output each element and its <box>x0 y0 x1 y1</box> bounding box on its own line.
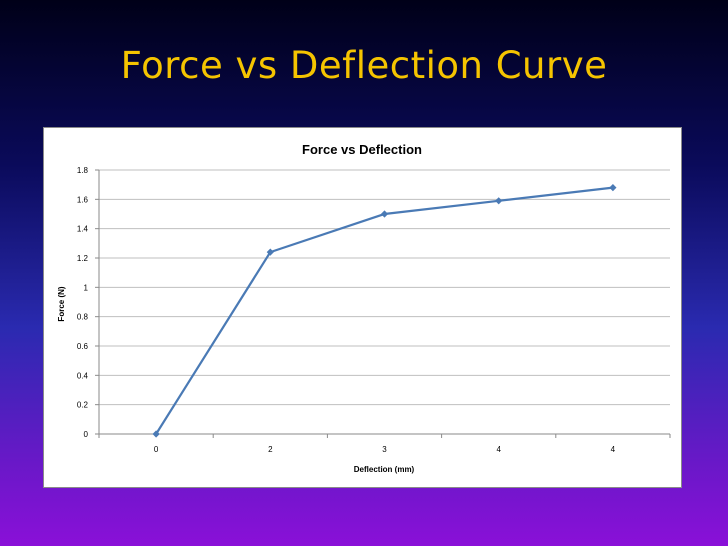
y-tick-label: 0.4 <box>77 371 89 380</box>
y-tick-label: 0.6 <box>77 342 89 351</box>
y-tick-label: 0.2 <box>77 401 89 410</box>
data-point <box>495 197 503 205</box>
y-tick-label: 1.8 <box>77 166 89 175</box>
data-point <box>609 184 617 192</box>
chart-container: Force vs Deflection 0 0.2 0.4 0.6 0.8 1 1.2 1.4… <box>43 127 682 488</box>
data-point <box>152 430 160 438</box>
y-tick-label: 1.2 <box>77 254 89 263</box>
x-tick-labels: 0 2 3 4 4 <box>154 445 616 454</box>
slide-title: Force vs Deflection Curve <box>120 44 608 87</box>
x-tick-label: 2 <box>268 445 273 454</box>
y-tick-label: 1.6 <box>77 195 89 204</box>
y-tick-label: 1.4 <box>77 225 89 234</box>
data-point <box>266 248 274 256</box>
y-tick-labels: 0 0.2 0.4 0.6 0.8 1 1.2 1.4 1.6 1.8 <box>77 166 89 439</box>
series-line <box>155 186 614 435</box>
y-tick-label: 0 <box>84 430 89 439</box>
y-tick-label: 0.8 <box>77 313 89 322</box>
gridlines <box>99 169 670 406</box>
y-tick-label: 1 <box>84 283 89 292</box>
x-tick-label: 3 <box>382 445 387 454</box>
x-tick-label: 4 <box>611 445 616 454</box>
data-point <box>380 210 389 218</box>
chart-title: Force vs Deflection <box>302 142 422 157</box>
axes <box>95 169 671 438</box>
series-force <box>152 184 617 438</box>
x-tick-label: 4 <box>496 445 501 454</box>
x-tick-label: 0 <box>154 445 159 454</box>
x-axis-label: Deflection (mm) <box>354 465 415 474</box>
y-axis-label: Force (N) <box>57 286 66 321</box>
line-chart: Force vs Deflection 0 0.2 0.4 0.6 0.8 1 1.2 1.4… <box>57 142 671 474</box>
